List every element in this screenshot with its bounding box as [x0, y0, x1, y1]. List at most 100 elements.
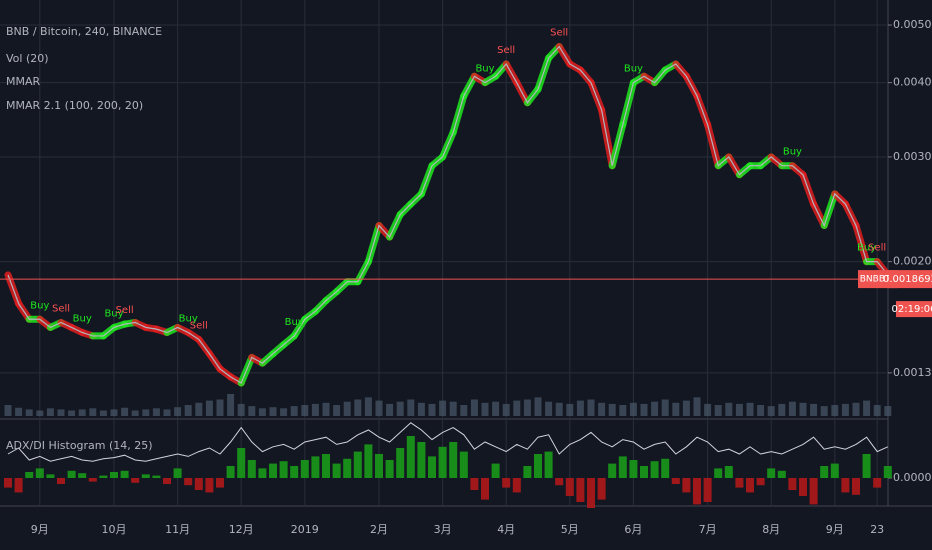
volume-bar — [534, 397, 542, 416]
volume-bar — [693, 397, 701, 416]
signal-label: Buy — [179, 313, 198, 324]
volume-bar — [873, 405, 881, 416]
signal-label: Buy — [624, 64, 643, 75]
volume-bar — [343, 401, 351, 416]
adx-line — [7, 422, 889, 462]
volume-bar — [68, 410, 76, 416]
di-histogram-bar — [640, 466, 648, 478]
volume-bar — [619, 405, 627, 416]
signal-label: Sell — [868, 243, 886, 254]
x-tick-label: 3月 — [434, 523, 452, 536]
volume-bar — [25, 409, 33, 416]
volume-bar — [513, 400, 521, 416]
y-tick-label: 0.0000000 — [893, 471, 932, 484]
di-histogram-bar — [258, 468, 267, 478]
price-badge-text: 0.0018692 — [883, 274, 932, 285]
volume-bar — [333, 405, 341, 416]
symbol-badge — [858, 270, 898, 289]
volume-bar — [757, 405, 765, 416]
di-histogram-bar — [799, 478, 807, 496]
di-histogram-bar — [406, 436, 415, 478]
di-histogram-bar — [141, 474, 150, 478]
volume-bar — [195, 402, 203, 416]
x-tick-label: 10月 — [102, 523, 127, 536]
signal-label: Buy — [783, 147, 802, 158]
di-histogram-bar — [205, 478, 214, 493]
di-histogram-bar — [449, 442, 458, 478]
di-histogram-bar — [809, 478, 818, 505]
di-histogram-bar — [544, 451, 553, 478]
di-histogram-bar — [120, 470, 129, 478]
signal-label: Sell — [52, 304, 70, 315]
di-histogram-bar — [438, 446, 447, 478]
volume-bar — [57, 409, 65, 416]
signal-label: Buy — [73, 313, 92, 324]
di-histogram-bar — [470, 478, 479, 490]
volume-bar — [15, 407, 23, 416]
x-tick-label: 9月 — [826, 523, 844, 536]
volume-bar — [301, 405, 309, 416]
y-tick-label: 0.0050000 — [893, 18, 932, 31]
price-line — [7, 45, 889, 384]
volume-bar — [407, 399, 415, 416]
di-histogram-bar — [767, 468, 776, 478]
volume-bar — [841, 403, 849, 416]
volume-bar — [799, 402, 807, 416]
volume-bar — [523, 399, 531, 416]
di-histogram-bar — [88, 478, 97, 482]
volume-bar — [576, 400, 584, 416]
volume-bar — [651, 401, 659, 416]
volume-bar — [110, 409, 118, 416]
di-histogram-bar — [173, 468, 182, 478]
di-histogram-bar — [852, 478, 860, 495]
di-histogram-bar — [99, 475, 108, 478]
volume-bar — [725, 402, 733, 416]
indicator-label: MMAR — [6, 75, 41, 88]
indicator-label: MMAR 2.1 (100, 200, 20) — [6, 99, 143, 112]
labels: BNB / Bitcoin, 240, BINANCE Vol (20) MMA… — [6, 25, 162, 452]
volume-bar — [78, 409, 86, 416]
x-tick-label: 23 — [870, 523, 884, 536]
di-histogram-bar — [269, 463, 277, 478]
di-histogram-bar — [332, 463, 341, 478]
volume-bar — [290, 406, 298, 416]
volume-bar — [258, 408, 266, 416]
di-histogram-bar — [565, 478, 574, 496]
volume-bar — [714, 405, 722, 416]
di-histogram-bar — [46, 474, 55, 478]
volume-bar — [682, 400, 690, 416]
x-tick-label: 4月 — [497, 523, 515, 536]
volume-bar — [884, 406, 892, 416]
di-histogram-bar — [247, 460, 256, 478]
di-histogram-bar — [555, 478, 564, 486]
di-histogram-bar — [693, 478, 701, 505]
di-histogram-bar — [4, 478, 12, 488]
di-histogram-bar — [184, 478, 193, 486]
volume-bar — [121, 407, 129, 416]
volume-bar — [311, 403, 319, 416]
di-histogram-bar — [703, 478, 712, 502]
signal-label: Buy — [104, 308, 123, 319]
volume-bar — [248, 406, 256, 416]
di-histogram-bar — [587, 478, 595, 508]
volume-bar — [269, 407, 277, 416]
symbol-title: BNB / Bitcoin, 240, BINANCE — [6, 25, 162, 38]
signal-label: Sell — [190, 320, 208, 331]
di-histogram-bar — [375, 454, 383, 478]
volume-bar — [428, 403, 436, 416]
volume-bar — [216, 399, 224, 416]
y-tick-label: 0.0020000 — [893, 255, 932, 268]
volume-bar — [131, 410, 139, 416]
volume-bar — [566, 403, 574, 416]
x-tick-label: 7月 — [699, 523, 717, 536]
di-histogram-bar — [364, 444, 373, 478]
di-histogram-bar — [385, 460, 394, 478]
di-histogram-bar — [152, 475, 161, 478]
di-histogram-bar — [226, 466, 235, 478]
volume-bar — [36, 410, 44, 416]
di-histogram-bar — [597, 478, 606, 500]
di-histogram-bar — [714, 468, 723, 478]
signal-label: Sell — [550, 28, 568, 39]
x-tick-label: 8月 — [762, 523, 780, 536]
